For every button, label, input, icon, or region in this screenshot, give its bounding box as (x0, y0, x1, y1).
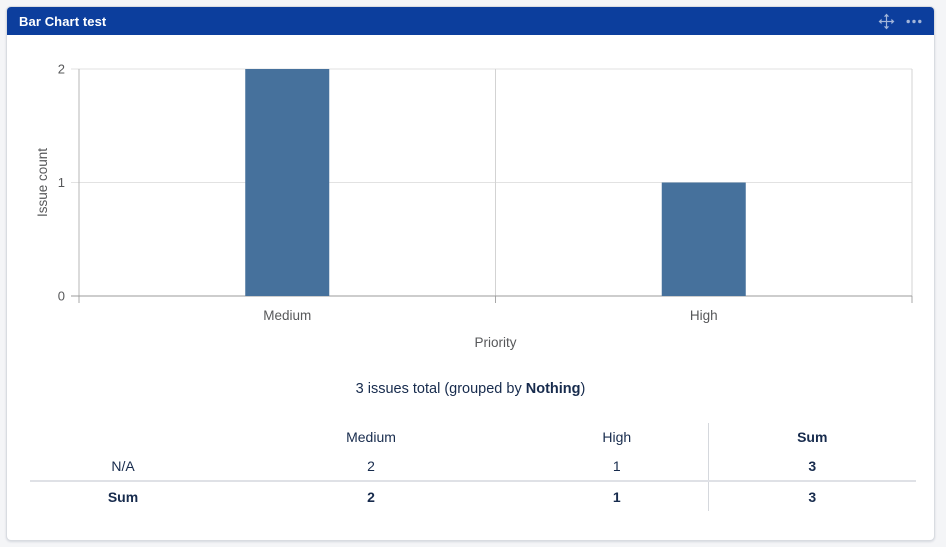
more-options-icon[interactable] (906, 13, 922, 30)
header-cell-medium: Medium (346, 429, 396, 445)
y-axis-title: Issue count (35, 148, 50, 217)
bar-medium[interactable] (245, 69, 330, 296)
summary-table-header-row: Medium High Sum (30, 423, 916, 451)
cell-high: 1 (526, 480, 708, 511)
bar-high[interactable] (661, 182, 746, 297)
gadget-card: Bar Chart test 0 1 2 Med (6, 6, 935, 541)
table-row-na: N/A 2 1 3 (30, 451, 916, 481)
table-row-sum: Sum 2 1 3 (30, 480, 916, 511)
cell-high: 1 (612, 457, 621, 474)
summary-prefix: 3 issues total (grouped by (355, 381, 526, 397)
issues-total-summary: 3 issues total (grouped by Nothing) (7, 379, 934, 399)
gadget-header: Bar Chart test (7, 7, 934, 35)
x-axis-title: Priority (474, 335, 516, 350)
y-tick-label: 0 (58, 289, 65, 304)
header-cell-high: High (602, 429, 632, 445)
row-label: Sum (30, 480, 216, 511)
summary-table: Medium High Sum N/A 2 1 3 Sum 2 1 3 (30, 423, 916, 511)
y-tick-label: 1 (58, 175, 65, 190)
cell-sum: 3 (707, 480, 916, 511)
cell-sum: 3 (707, 451, 916, 481)
row-label: N/A (111, 457, 135, 474)
cell-medium: 2 (216, 480, 526, 511)
x-category-label: High (690, 308, 718, 323)
cell-medium: 2 (367, 457, 375, 474)
gadget-header-actions (878, 13, 922, 30)
gadget-title: Bar Chart test (19, 13, 107, 29)
issue-bar-chart: 0 1 2 Medium High Priority Issue count (35, 62, 913, 350)
header-cell-sum: Sum (707, 423, 916, 451)
x-category-label: Medium (263, 308, 311, 323)
summary-group-by: Nothing (525, 381, 581, 397)
move-icon[interactable] (878, 13, 895, 30)
summary-suffix: ) (580, 381, 586, 397)
header-cell-empty (30, 423, 216, 451)
y-tick-label: 2 (58, 62, 65, 77)
